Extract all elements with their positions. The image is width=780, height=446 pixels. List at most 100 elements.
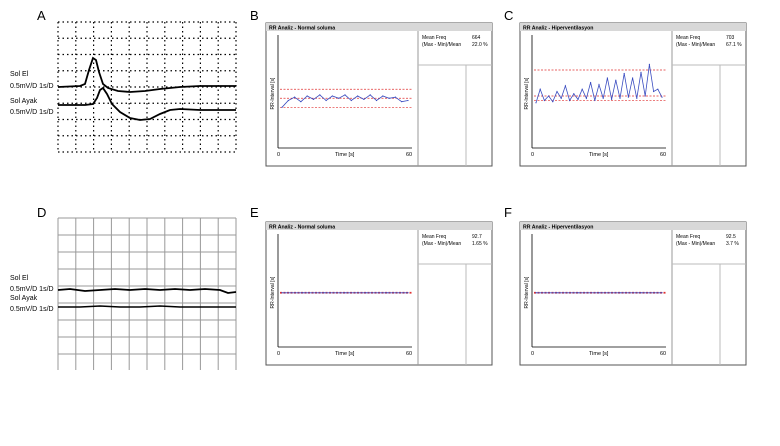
- rr-point: [661, 292, 663, 294]
- rr-point: [312, 98, 315, 101]
- rr-point: [388, 97, 390, 99]
- rr-point: [357, 95, 359, 97]
- window-title: RR Analiz - Hiperventilasyon: [523, 225, 593, 231]
- rr-point: [615, 79, 617, 81]
- rr-point: [644, 95, 646, 97]
- x-tick-label: 60: [660, 152, 666, 158]
- rr-point: [569, 99, 571, 102]
- window-title: RR Analiz - Normal soluma: [269, 26, 335, 32]
- rr-point: [564, 85, 567, 87]
- rr-point: [535, 292, 537, 294]
- window-frame: [265, 22, 493, 167]
- stat-value: 22.0 %: [472, 42, 488, 48]
- stat-value: 67.1 %: [726, 42, 742, 48]
- stat-label: (Max - Min)/Mean: [676, 42, 715, 48]
- stat-value: 703: [726, 35, 735, 41]
- rr-point: [382, 95, 384, 97]
- rr-point: [619, 292, 621, 294]
- rr-point: [636, 97, 638, 99]
- rr-point: [294, 96, 296, 98]
- rr-point: [363, 98, 365, 101]
- rr-point: [556, 90, 558, 93]
- x-tick-label: 60: [660, 351, 666, 357]
- rr-point: [611, 98, 613, 101]
- panel-letter-e: E: [250, 205, 259, 220]
- rr-window-f: RR Analiz - Hiperventilasyon Mean Freq 92.…: [519, 221, 747, 366]
- rr-point: [640, 292, 642, 294]
- rr-point: [539, 88, 541, 90]
- rr-point: [319, 94, 321, 96]
- rr-point: [627, 96, 630, 98]
- x-tick-label: 0: [277, 152, 280, 158]
- rr-window-e: RR Analiz - Normal soluma Mean Freq 92.7 (M…: [265, 221, 493, 366]
- rr-point: [548, 95, 550, 97]
- rr-point: [598, 292, 600, 294]
- rr-point: [338, 97, 340, 99]
- stat-label: Mean Freq: [422, 35, 446, 41]
- stat-label: (Max - Min)/Mean: [422, 241, 461, 247]
- rr-point: [602, 97, 604, 99]
- rr-point: [365, 292, 367, 294]
- rr-point: [619, 97, 621, 99]
- rr-point: [657, 88, 659, 90]
- panel-letter-f: F: [504, 205, 512, 220]
- rr-point: [577, 292, 579, 294]
- rr-point: [287, 99, 289, 102]
- rr-point: [401, 101, 403, 103]
- rr-window-c: RR Analiz - Hiperventilasyon Mean Freq 703…: [519, 22, 747, 167]
- rr-point: [281, 106, 283, 108]
- panel-letter-d: D: [37, 205, 47, 220]
- rr-point: [590, 81, 592, 84]
- window-title-bar: [520, 23, 746, 31]
- rr-point: [598, 84, 600, 86]
- window-title-bar: [266, 222, 492, 230]
- rr-point: [594, 99, 596, 102]
- y-axis-label: RR-Interval [s]: [524, 276, 530, 309]
- rr-point: [606, 77, 609, 79]
- x-tick-label: 60: [406, 152, 412, 158]
- rr-point: [585, 97, 588, 99]
- rr-point: [281, 292, 283, 294]
- rr-window-b: RR Analiz - Normal soluma Mean Freq 664 (Ma…: [265, 22, 493, 167]
- stat-value: 3.7 %: [726, 241, 739, 247]
- stat-label: Mean Freq: [422, 234, 446, 240]
- window-title-bar: [520, 222, 746, 230]
- rr-point: [350, 99, 352, 102]
- rr-point: [577, 98, 579, 101]
- rr-point: [653, 90, 655, 93]
- panel-letter-a: A: [37, 8, 46, 23]
- rr-point: [344, 292, 346, 294]
- y-axis-label: RR-Interval [s]: [270, 77, 276, 110]
- rr-point: [306, 95, 308, 97]
- y-axis-label: RR-Interval [s]: [524, 77, 530, 110]
- window-title-bar: [266, 23, 492, 31]
- rr-point: [375, 99, 378, 102]
- x-axis-label: Time [s]: [589, 152, 609, 158]
- rr-point: [331, 95, 333, 97]
- rr-point: [323, 292, 325, 294]
- window-frame: [519, 22, 747, 167]
- rr-point: [394, 96, 396, 98]
- rr-point: [573, 93, 575, 95]
- rr-point: [640, 71, 642, 73]
- stat-label: Mean Freq: [676, 35, 700, 41]
- rr-point: [543, 99, 546, 102]
- rr-point: [325, 99, 327, 102]
- y-axis-label: RR-Interval [s]: [270, 276, 276, 309]
- x-tick-label: 0: [277, 351, 280, 357]
- stat-value: 92.5: [726, 234, 736, 240]
- rr-point: [623, 72, 625, 75]
- rr-point: [632, 77, 634, 79]
- x-tick-label: 0: [531, 351, 534, 357]
- x-tick-label: 60: [406, 351, 412, 357]
- window-title: RR Analiz - Hiperventilasyon: [523, 26, 593, 32]
- x-axis-label: Time [s]: [589, 351, 609, 357]
- rr-point: [407, 292, 409, 294]
- rr-point: [552, 101, 554, 103]
- rr-point: [560, 97, 562, 99]
- panel-letter-b: B: [250, 8, 259, 23]
- stat-value: 1.65 %: [472, 241, 488, 247]
- window-title: RR Analiz - Normal soluma: [269, 225, 335, 231]
- x-axis-label: Time [s]: [335, 351, 355, 357]
